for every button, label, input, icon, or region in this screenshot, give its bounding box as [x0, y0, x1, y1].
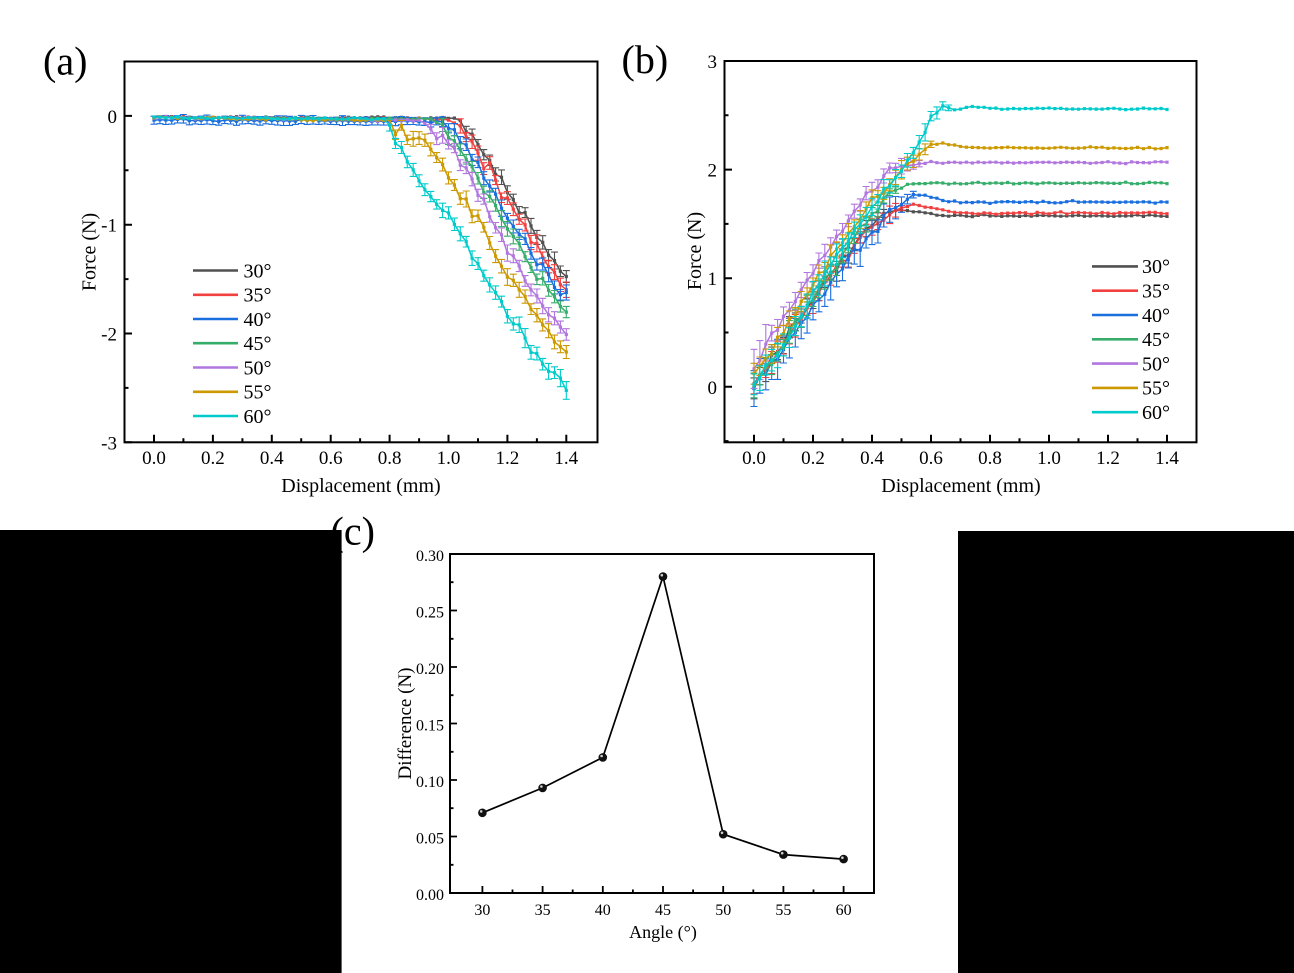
svg-text:1.2: 1.2 [496, 448, 520, 469]
svg-text:Difference (N): Difference (N) [395, 668, 416, 780]
svg-text:3: 3 [708, 52, 718, 73]
svg-text:45: 45 [655, 902, 671, 919]
svg-text:50°: 50° [1142, 353, 1170, 375]
svg-text:30: 30 [474, 902, 490, 919]
svg-text:35°: 35° [1142, 281, 1170, 303]
svg-text:0.8: 0.8 [978, 448, 1002, 469]
svg-text:1: 1 [708, 269, 718, 290]
svg-text:0.15: 0.15 [416, 718, 444, 735]
svg-text:50°: 50° [244, 357, 272, 379]
svg-text:(a): (a) [43, 39, 87, 84]
svg-text:0.25: 0.25 [416, 605, 444, 622]
svg-text:2: 2 [708, 161, 718, 182]
svg-text:45°: 45° [244, 333, 272, 355]
svg-text:Force (N): Force (N) [684, 212, 706, 290]
svg-text:0: 0 [108, 107, 118, 128]
svg-text:-3: -3 [101, 433, 117, 454]
svg-text:0.2: 0.2 [801, 448, 825, 469]
svg-text:1.2: 1.2 [1096, 448, 1120, 469]
svg-text:Displacement (mm): Displacement (mm) [881, 475, 1040, 497]
svg-text:0.4: 0.4 [260, 448, 284, 469]
svg-text:50: 50 [715, 902, 731, 919]
svg-text:0.2: 0.2 [201, 448, 225, 469]
svg-text:60: 60 [836, 902, 852, 919]
svg-text:-2: -2 [101, 325, 117, 346]
svg-text:1.4: 1.4 [1155, 448, 1179, 469]
svg-text:1.0: 1.0 [437, 448, 461, 469]
svg-text:35: 35 [535, 902, 551, 919]
svg-text:Angle (°): Angle (°) [629, 922, 697, 943]
svg-text:55°: 55° [1142, 378, 1170, 400]
svg-text:30°: 30° [244, 260, 272, 282]
svg-text:0.30: 0.30 [416, 548, 444, 565]
svg-text:55°: 55° [244, 382, 272, 404]
svg-text:0.8: 0.8 [378, 448, 402, 469]
svg-text:0.6: 0.6 [919, 448, 943, 469]
svg-text:-1: -1 [101, 216, 117, 237]
svg-text:0.20: 0.20 [416, 661, 444, 678]
svg-text:35°: 35° [244, 285, 272, 307]
svg-text:Displacement (mm): Displacement (mm) [281, 475, 440, 497]
svg-text:30°: 30° [1142, 256, 1170, 278]
svg-text:45°: 45° [1142, 329, 1170, 351]
svg-text:1.4: 1.4 [554, 448, 578, 469]
svg-text:0.0: 0.0 [142, 448, 166, 469]
svg-text:0.6: 0.6 [319, 448, 343, 469]
svg-text:40: 40 [595, 902, 611, 919]
svg-text:60°: 60° [1142, 402, 1170, 424]
svg-text:0.05: 0.05 [416, 831, 444, 848]
svg-text:0.10: 0.10 [416, 774, 444, 791]
svg-text:40°: 40° [244, 309, 272, 331]
svg-text:60°: 60° [244, 406, 272, 428]
svg-text:0.00: 0.00 [416, 887, 444, 904]
svg-text:0: 0 [708, 378, 718, 399]
svg-text:Force (N): Force (N) [79, 213, 101, 291]
svg-text:55: 55 [775, 902, 791, 919]
svg-text:0.0: 0.0 [742, 448, 766, 469]
svg-text:1.0: 1.0 [1037, 448, 1061, 469]
svg-text:(b): (b) [622, 37, 669, 82]
svg-text:0.4: 0.4 [860, 448, 884, 469]
svg-text:40°: 40° [1142, 305, 1170, 327]
